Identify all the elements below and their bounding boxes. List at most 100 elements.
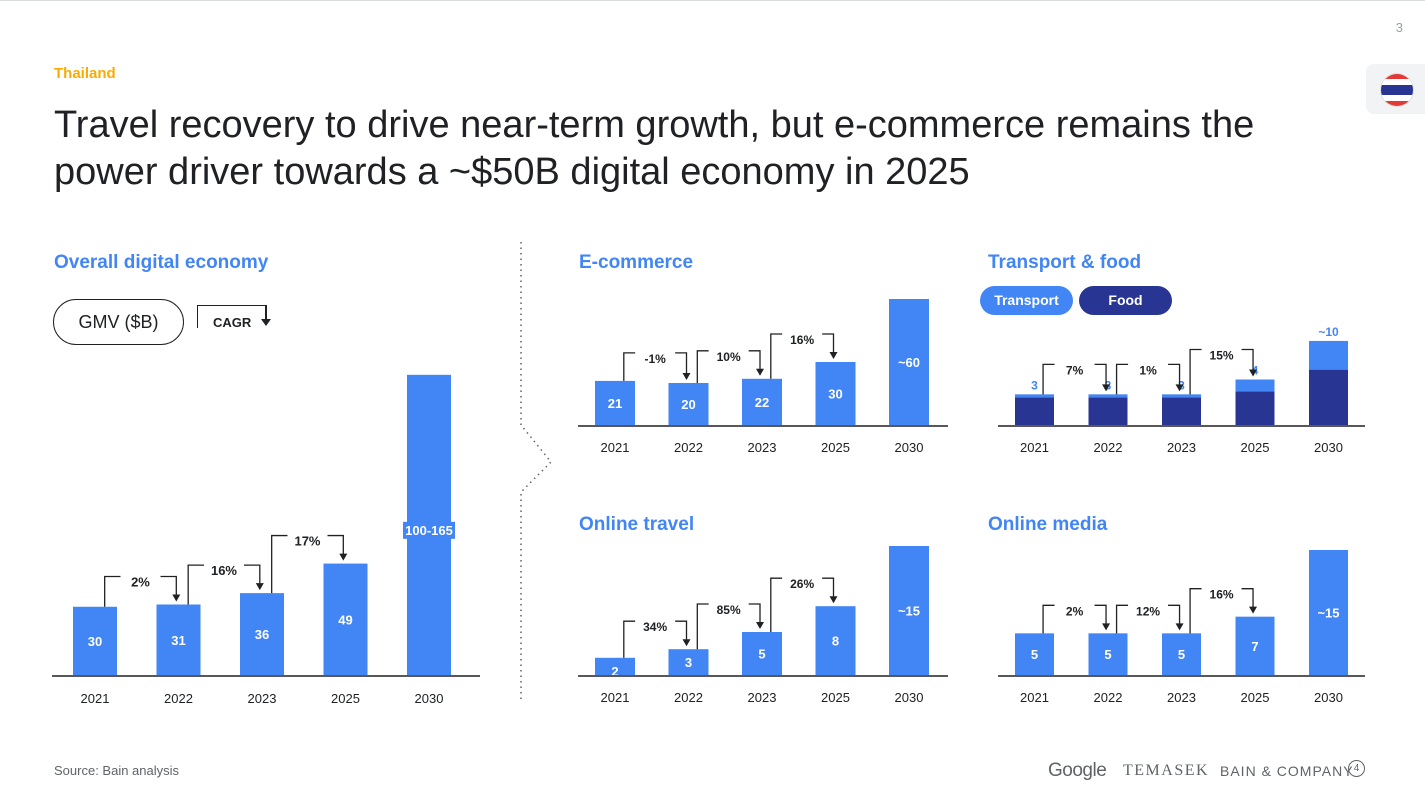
x-tick-2030: 2030 bbox=[1314, 440, 1343, 455]
data-label-2030: ~15 bbox=[1317, 606, 1339, 621]
data-label-2022: 31 bbox=[171, 633, 185, 648]
x-tick-2022: 2022 bbox=[674, 690, 703, 705]
google-logo: Google bbox=[1048, 760, 1107, 781]
bar-2030 bbox=[889, 546, 929, 675]
cagr-arrowhead-1-2 bbox=[255, 583, 264, 591]
bar-transport-2022 bbox=[1088, 394, 1128, 398]
cagr-label-2-3: 16% bbox=[790, 333, 814, 347]
bar-2025 bbox=[815, 606, 856, 675]
bar-food-2030 bbox=[1309, 369, 1348, 425]
bar-2022 bbox=[156, 604, 201, 675]
cagr-label-1-2: 12% bbox=[1136, 604, 1160, 618]
cagr-label-2-3: 26% bbox=[790, 577, 814, 591]
cagr-arrowhead-1-2 bbox=[1175, 623, 1184, 631]
bar-food-2023 bbox=[1162, 397, 1201, 425]
ecommerce-chart-title: E-commerce bbox=[579, 252, 694, 273]
cagr-arrowhead-0-1 bbox=[682, 639, 691, 647]
bain-mark-icon: 4 bbox=[1348, 760, 1365, 777]
cagr-label-bg-1-2 bbox=[708, 602, 749, 618]
page-number: 3 bbox=[1395, 20, 1403, 35]
cagr-label-2-3: 17% bbox=[294, 534, 320, 549]
x-tick-2022: 2022 bbox=[1094, 440, 1123, 455]
country-tab[interactable] bbox=[1366, 64, 1425, 114]
bar-2021 bbox=[73, 606, 117, 675]
x-tick-2023: 2023 bbox=[248, 691, 277, 706]
x-tick-2021: 2021 bbox=[1020, 440, 1049, 455]
overall-chart-title: Overall digital economy bbox=[54, 252, 269, 273]
data-label-2023: 5 bbox=[758, 647, 765, 662]
data-label-2025: 49 bbox=[338, 612, 352, 627]
x-tick-2025: 2025 bbox=[331, 691, 360, 706]
cagr-arrowhead-2-3 bbox=[1249, 369, 1258, 377]
bar-2023 bbox=[1162, 633, 1201, 675]
data-label-2025: 30 bbox=[828, 387, 842, 402]
cagr-label-bg-1-2 bbox=[1128, 603, 1169, 620]
x-tick-2030: 2030 bbox=[895, 440, 924, 455]
x-tick-2025: 2025 bbox=[821, 690, 850, 705]
cagr-label-2-3: 16% bbox=[1210, 588, 1234, 602]
data-label-2023: 36 bbox=[255, 627, 269, 642]
x-tick-2023: 2023 bbox=[748, 690, 777, 705]
ecommerce-chart: 21 2021 20 2022 22 2023 30 2025 ~60 2030 -1% 10% 16% bbox=[578, 299, 948, 455]
bar-2025 bbox=[815, 362, 856, 425]
thailand-flag-icon bbox=[1381, 74, 1413, 106]
data-label-2021: 5 bbox=[1031, 647, 1038, 662]
x-tick-2025: 2025 bbox=[1241, 440, 1270, 455]
x-tick-2021: 2021 bbox=[601, 690, 630, 705]
bar-2030 bbox=[1309, 550, 1348, 675]
cagr-arrowhead-2-3 bbox=[829, 596, 838, 604]
bar-2022 bbox=[668, 383, 709, 425]
data-label-2025: 8 bbox=[832, 634, 839, 649]
cagr-label-bg-0-1 bbox=[1054, 603, 1095, 620]
bar-2022 bbox=[668, 649, 709, 675]
bar-2025 bbox=[323, 563, 368, 675]
bar-2023 bbox=[742, 632, 782, 675]
cagr-arrowhead-1-2 bbox=[756, 622, 764, 629]
x-tick-2021: 2021 bbox=[81, 691, 110, 706]
cagr-arrowhead-1-2 bbox=[756, 368, 764, 376]
cagr-label-1-2: 85% bbox=[717, 603, 741, 617]
x-tick-2023: 2023 bbox=[1167, 690, 1196, 705]
data-label-2023: 22 bbox=[755, 395, 769, 410]
data-label-2021: 30 bbox=[88, 634, 102, 649]
x-tick-2022: 2022 bbox=[1094, 690, 1123, 705]
bar-2023 bbox=[240, 593, 284, 675]
cagr-label-2-3: 15% bbox=[1210, 349, 1234, 363]
online-travel-chart-title: Online travel bbox=[579, 514, 695, 535]
overall-digital-economy-chart: 30 2021 31 2022 36 2023 49 2025 100-165 2030 2% 16%… bbox=[52, 374, 480, 706]
bar-food-2022 bbox=[1088, 397, 1128, 425]
x-tick-2025: 2025 bbox=[821, 440, 850, 455]
data-label-2030: 100-165 bbox=[405, 523, 453, 538]
x-tick-2030: 2030 bbox=[1314, 690, 1343, 705]
online-travel-chart: 2 2021 3 2022 5 2023 8 2025 ~15 2030 34% 85% 26% bbox=[578, 546, 948, 705]
x-tick-2025: 2025 bbox=[1241, 690, 1270, 705]
gmv-legend: GMV ($B) bbox=[53, 299, 184, 345]
cagr-label-0-1: 2% bbox=[131, 575, 150, 590]
bar-transport-2030 bbox=[1309, 340, 1348, 370]
x-tick-2021: 2021 bbox=[601, 440, 630, 455]
cagr-arrowhead-0-1 bbox=[682, 373, 691, 380]
cagr-label-bg-0-1 bbox=[1054, 362, 1095, 379]
top-rule bbox=[0, 0, 1425, 1]
bar-transport-2025 bbox=[1235, 379, 1275, 392]
transport-food-chart-title: Transport & food bbox=[988, 252, 1142, 273]
data-label-2021: 21 bbox=[608, 396, 622, 411]
data-label-bg-2030 bbox=[403, 521, 455, 539]
country-label: Thailand bbox=[54, 65, 116, 82]
x-tick-2023: 2023 bbox=[748, 440, 777, 455]
bar-transport-2021 bbox=[1015, 394, 1054, 398]
x-tick-2022: 2022 bbox=[674, 440, 703, 455]
bar-2025 bbox=[1235, 616, 1275, 675]
bar-2030 bbox=[889, 299, 929, 425]
data-label-2030: ~15 bbox=[898, 604, 920, 619]
data-label-2025: 7 bbox=[1251, 639, 1258, 654]
section-divider bbox=[520, 242, 553, 702]
slide-title: Travel recovery to drive near-term growt… bbox=[54, 104, 1255, 193]
cagr-arrowhead-2-3 bbox=[339, 553, 348, 561]
cagr-label-bg-2-3 bbox=[782, 576, 823, 593]
cagr-label-1-2: 1% bbox=[1139, 363, 1157, 377]
cagr-legend-label: CAGR bbox=[213, 315, 252, 330]
cagr-arrowhead-1-2 bbox=[1175, 384, 1184, 392]
data-label-2022: 3 bbox=[685, 655, 692, 670]
